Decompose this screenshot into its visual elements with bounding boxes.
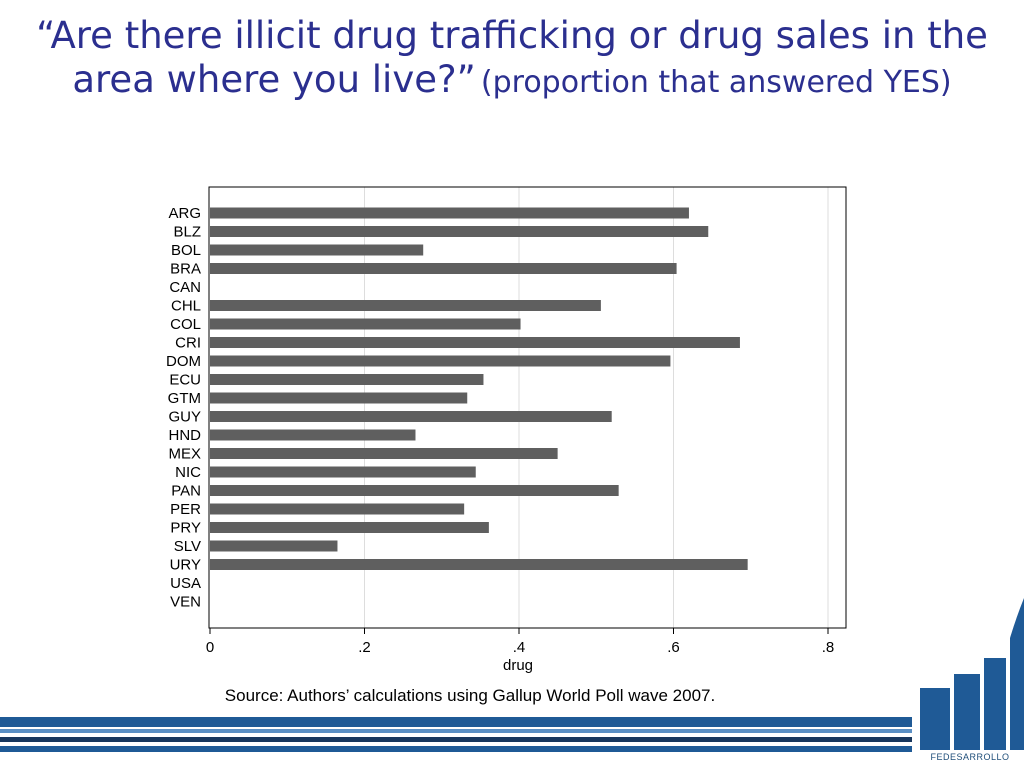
category-label: BOL xyxy=(171,242,201,259)
bar xyxy=(210,318,521,330)
category-label: CHL xyxy=(171,298,201,315)
category-label: SLV xyxy=(174,538,201,555)
bar xyxy=(210,540,338,552)
bar xyxy=(210,466,476,478)
bar xyxy=(210,207,689,219)
category-label: GTM xyxy=(168,390,201,407)
x-tick-label: 0 xyxy=(206,639,214,656)
plot-frame xyxy=(208,186,847,629)
x-tick-label: .6 xyxy=(667,639,680,656)
bar xyxy=(210,226,709,237)
category-label: CRI xyxy=(175,335,201,352)
slide-title: “Are there illicit drug trafficking or d… xyxy=(20,14,1004,103)
category-label: GUY xyxy=(168,409,201,426)
bar xyxy=(210,429,416,441)
category-label: HND xyxy=(169,427,202,444)
category-label: ARG xyxy=(168,205,201,222)
category-label: USA xyxy=(170,575,201,592)
bars xyxy=(210,207,748,570)
category-label: BRA xyxy=(170,261,201,278)
x-axis-ticks: 0 .2 .4 .6 .8 xyxy=(206,628,834,656)
source-note: Source: Authors’ calculations using Gall… xyxy=(224,686,716,705)
category-label: BLZ xyxy=(173,224,201,241)
category-label: ECU xyxy=(169,372,201,389)
grid-lines xyxy=(364,187,829,628)
bar xyxy=(210,522,489,533)
category-label: CAN xyxy=(169,279,201,296)
bar xyxy=(210,300,601,311)
title-main: “Are there illicit drug trafficking or d… xyxy=(36,14,988,102)
x-tick-label: .4 xyxy=(513,639,526,656)
category-label: COL xyxy=(170,316,201,333)
category-label: VEN xyxy=(170,594,201,611)
bar xyxy=(210,485,619,496)
title-subtitle: (proportion that answered YES) xyxy=(480,65,952,101)
x-tick-label: .8 xyxy=(822,639,835,656)
category-label: PRY xyxy=(170,520,201,537)
logo-text: FEDESARROLLO xyxy=(930,752,1010,762)
footer-stripe-3 xyxy=(0,737,912,742)
category-label: PER xyxy=(170,501,201,518)
category-label: MEX xyxy=(168,446,201,463)
bar xyxy=(210,392,468,404)
x-tick-label: .2 xyxy=(358,639,371,656)
bar xyxy=(210,244,424,256)
bar xyxy=(210,448,558,459)
category-label: PAN xyxy=(171,483,201,500)
bar xyxy=(210,503,465,515)
category-label: NIC xyxy=(175,464,201,481)
x-axis-label: drug xyxy=(503,657,533,674)
bar xyxy=(210,411,612,422)
bar xyxy=(210,263,677,274)
footer-stripe-2 xyxy=(0,729,912,733)
bar xyxy=(210,374,484,385)
bar xyxy=(210,337,740,348)
bar xyxy=(210,355,671,367)
category-label: DOM xyxy=(166,353,201,370)
footer-stripe-1 xyxy=(0,717,912,727)
footer-stripe-4 xyxy=(0,746,912,752)
bar xyxy=(210,559,748,570)
fedesarrollo-logo xyxy=(919,598,1024,750)
category-label: URY xyxy=(170,557,201,574)
